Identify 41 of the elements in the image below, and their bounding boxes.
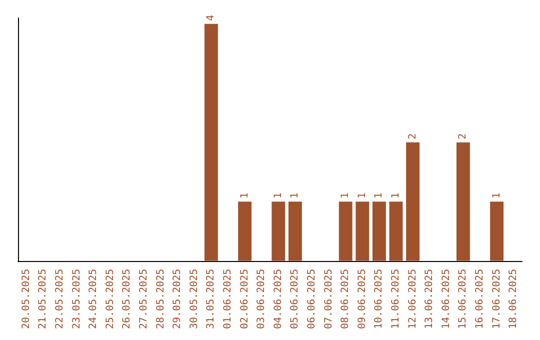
data-label: 4 bbox=[206, 14, 217, 21]
x-tick-label: 31.05.2025 bbox=[206, 268, 217, 330]
x-tick-label: 29.05.2025 bbox=[172, 268, 184, 330]
data-label: 1 bbox=[290, 192, 301, 199]
x-tick-label: 11.06.2025 bbox=[390, 268, 402, 330]
x-tick-label: 21.05.2025 bbox=[38, 268, 49, 330]
data-label: 2 bbox=[407, 133, 418, 140]
x-tick-label: 03.06.2025 bbox=[256, 268, 268, 330]
data-label: 1 bbox=[340, 192, 352, 199]
x-tick-label: 16.06.2025 bbox=[474, 268, 486, 330]
data-label: 2 bbox=[458, 133, 469, 140]
x-tick-label: 15.06.2025 bbox=[458, 268, 469, 330]
x-tick-label: 18.06.2025 bbox=[508, 268, 520, 330]
x-tick-label: 24.05.2025 bbox=[88, 268, 100, 330]
x-tick-label: 26.05.2025 bbox=[122, 268, 133, 330]
data-label: 1 bbox=[374, 192, 385, 199]
x-tick-label: 20.05.2025 bbox=[20, 268, 32, 330]
x-tick-label: 08.06.2025 bbox=[340, 268, 352, 330]
x-tick-label: 23.05.2025 bbox=[71, 268, 82, 330]
x-tick-label: 10.06.2025 bbox=[374, 268, 385, 330]
x-tick-label: 28.05.2025 bbox=[155, 268, 166, 330]
x-tick-label: 01.06.2025 bbox=[222, 268, 234, 330]
x-tick-label: 17.06.2025 bbox=[491, 268, 502, 330]
data-label: 1 bbox=[239, 192, 250, 199]
x-tick-label: 22.05.2025 bbox=[54, 268, 66, 330]
x-tick-label: 09.06.2025 bbox=[356, 268, 368, 330]
data-label: 1 bbox=[390, 192, 402, 199]
x-tick-label: 07.06.2025 bbox=[323, 268, 334, 330]
x-tick-label: 02.06.2025 bbox=[239, 268, 250, 330]
data-label: 1 bbox=[356, 192, 368, 199]
data-label: 1 bbox=[491, 192, 502, 199]
x-tick-label: 27.05.2025 bbox=[138, 268, 150, 330]
x-tick-label: 14.06.2025 bbox=[440, 268, 452, 330]
data-label: 1 bbox=[272, 192, 284, 199]
x-tick-label: 13.06.2025 bbox=[424, 268, 436, 330]
x-tick-label: 12.06.2025 bbox=[407, 268, 418, 330]
x-tick-label: 25.05.2025 bbox=[104, 268, 116, 330]
x-tick-label: 05.06.2025 bbox=[290, 268, 301, 330]
x-tick-label: 04.06.2025 bbox=[272, 268, 284, 330]
x-tick-label: 06.06.2025 bbox=[306, 268, 318, 330]
x-tick-label: 30.05.2025 bbox=[188, 268, 200, 330]
